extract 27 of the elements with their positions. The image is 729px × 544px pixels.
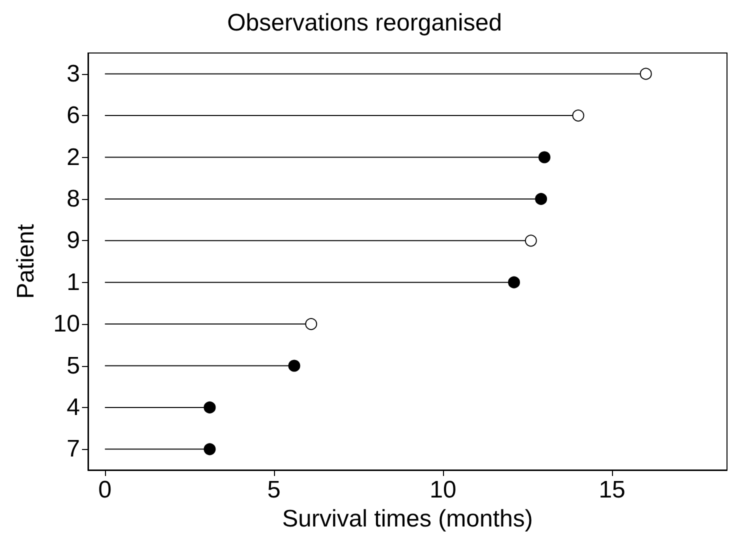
y-tick-label: 5 xyxy=(66,352,80,380)
y-tick-label: 10 xyxy=(53,310,80,338)
point xyxy=(640,68,652,80)
y-tick-label: 1 xyxy=(66,268,80,296)
chart-title: Observations reorganised xyxy=(227,10,502,36)
point xyxy=(538,151,550,164)
x-tick-label: 15 xyxy=(598,476,626,504)
x-tick-label: 5 xyxy=(267,476,281,504)
point xyxy=(204,401,216,414)
point xyxy=(524,234,537,247)
point xyxy=(572,110,584,122)
y-tick-label: 4 xyxy=(66,394,80,421)
y-axis-title: Patient xyxy=(12,224,40,299)
y-tick-label: 9 xyxy=(66,227,80,254)
y-tick-label: 7 xyxy=(66,436,80,463)
point xyxy=(508,276,520,288)
point xyxy=(535,192,548,205)
y-tick-label: 2 xyxy=(66,144,80,171)
point xyxy=(204,443,216,456)
y-tick-label: 8 xyxy=(66,185,80,212)
y-tick-label: 6 xyxy=(66,102,80,130)
point xyxy=(288,360,300,372)
point xyxy=(305,318,318,330)
x-axis-title: Survival times (months) xyxy=(282,505,533,532)
x-tick-label: 0 xyxy=(98,476,112,504)
x-tick-label: 10 xyxy=(430,476,456,504)
y-tick-label: 3 xyxy=(66,60,80,88)
